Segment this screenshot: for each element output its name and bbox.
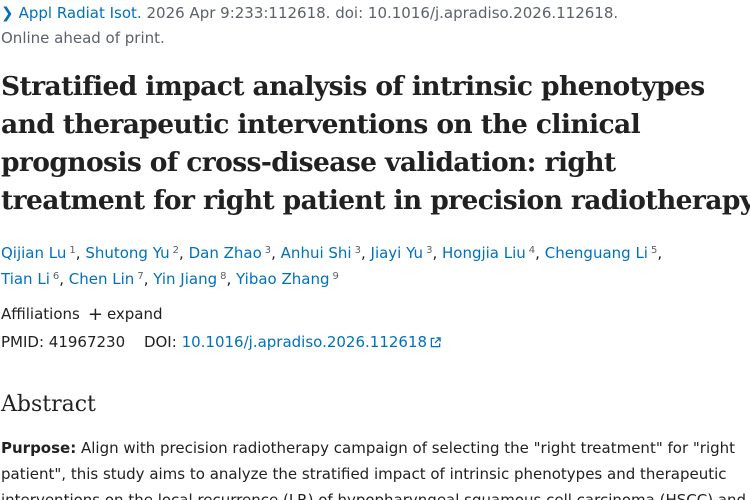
author-link[interactable]: Yibao Zhang 9 [236,270,339,288]
external-link-icon [430,337,441,348]
author-link[interactable]: Jiayi Yu 3 [370,244,433,262]
title-line: prognosis of cross-disease validation: r… [1,147,616,178]
author-link[interactable]: Anhui Shi 3 [280,244,361,262]
author-link[interactable]: Qijian Lu 1 [1,244,76,262]
journal-link[interactable]: Appl Radiat Isot. [18,4,142,22]
doi-label: DOI: [143,333,177,351]
author-link[interactable]: Dan Zhao 3 [188,244,272,262]
author-link[interactable]: Yin Jiang 8 [153,270,227,288]
author-link[interactable]: Hongjia Liu 4 [441,244,536,262]
abstract-body: Purpose: Align with precision radiothera… [1,435,749,500]
pmid-label: PMID: [1,333,45,351]
pmid-value: 41967230 [48,333,126,351]
publication-status: Online ahead of print. [1,29,165,47]
author-row: Tian Li 6, Chen Lin 7, Yin Jiang 8, Yibao Z… [1,270,339,288]
citation-details: 2026 Apr 9:233:112618. doi: 10.1016/j.ap… [146,4,619,22]
affiliations-label: Affiliations [1,305,80,323]
title-line: and therapeutic interventions on the cli… [1,109,641,140]
doi-link[interactable]: 10.1016/j.apradiso.2026.112618 [182,333,441,351]
plus-icon: + [87,304,103,325]
author-row: Qijian Lu 1, Shutong Yu 2, Dan Zhao 3, Anhu… [1,244,663,262]
chevron-right-icon[interactable]: ❯ [1,4,14,22]
author-link[interactable]: Shutong Yu 2 [85,244,180,262]
author-list: Qijian Lu 1, Shutong Yu 2, Dan Zhao 3, Anhu… [1,240,749,292]
abstract-heading: Abstract [1,392,96,417]
title-line: treatment for right patient in precision… [1,185,750,216]
citation-line: ❯ Appl Radiat Isot. 2026 Apr 9:233:112618… [1,4,618,22]
expand-label: expand [106,305,163,323]
author-link[interactable]: Tian Li 6 [1,270,60,288]
author-link[interactable]: Chen Lin 7 [68,270,144,288]
identifiers: PMID: 41967230 DOI: 10.1016/j.apradiso.2… [1,333,441,351]
title-line: Stratified impact analysis of intrinsic … [1,71,705,102]
abstract-line: patient", this study aims to analyze the… [1,465,727,483]
abstract-line: Purpose: Align with precision radiothera… [1,439,736,457]
affiliations-toggle[interactable]: Affiliations + expand [1,304,163,325]
purpose-label: Purpose: [1,439,77,457]
article-title: Stratified impact analysis of intrinsic … [1,68,750,220]
author-link[interactable]: Chenguang Li 5 [544,244,658,262]
abstract-line: interventions on the local recurrence (L… [1,491,747,500]
